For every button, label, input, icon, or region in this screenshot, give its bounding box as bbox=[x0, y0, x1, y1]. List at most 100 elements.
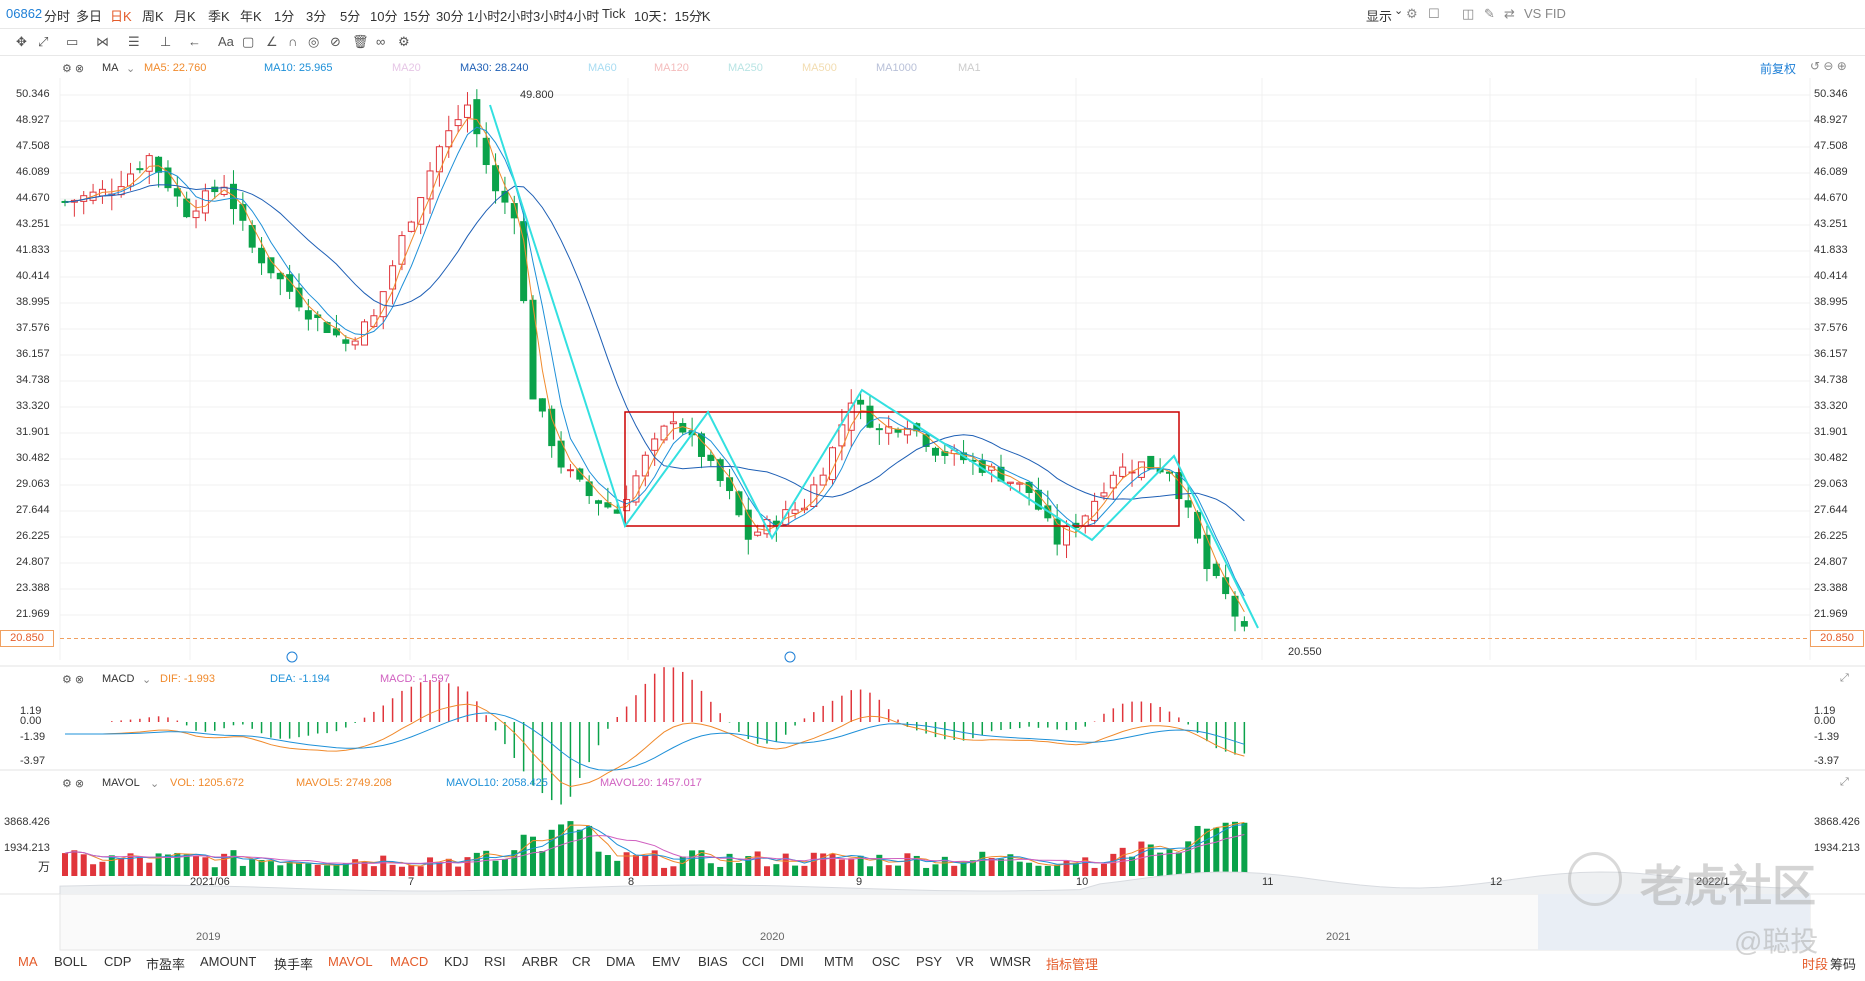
camera-icon[interactable]: ◫ bbox=[1462, 6, 1475, 21]
chart-canvas[interactable] bbox=[0, 56, 1865, 961]
chevron-down-icon[interactable]: ⌄ bbox=[697, 5, 707, 17]
chevron-down-icon[interactable]: ⌄ bbox=[1394, 5, 1404, 17]
macd-panel-settings-icon[interactable]: ⚙ ⊗ bbox=[62, 674, 85, 686]
macd-indicator-label[interactable]: MACD bbox=[102, 673, 135, 685]
text-tool-icon[interactable]: Aa bbox=[218, 34, 234, 49]
tab-boll[interactable]: BOLL bbox=[54, 954, 88, 969]
tab-bias[interactable]: BIAS bbox=[698, 954, 728, 969]
vs-fid-label[interactable]: VS FID bbox=[1524, 6, 1566, 21]
macd-value-label[interactable]: MACD: -1.597 bbox=[380, 673, 450, 685]
pattern-tool-icon[interactable]: ⋈ bbox=[96, 34, 109, 49]
period-tab-30m[interactable]: 30分 bbox=[436, 9, 464, 24]
display-menu[interactable]: 显示 bbox=[1366, 9, 1393, 24]
ma10-label[interactable]: MA10: 25.965 bbox=[264, 62, 333, 74]
period-tab-quarterly[interactable]: 季K bbox=[208, 9, 230, 24]
vol-panel-settings-icon[interactable]: ⚙ ⊗ bbox=[62, 778, 85, 790]
tab-indicator-manage[interactable]: 指标管理 bbox=[1046, 957, 1099, 972]
macd-dif-label[interactable]: DIF: -1.993 bbox=[160, 673, 216, 685]
ruler-icon[interactable]: ∠ bbox=[266, 34, 278, 49]
period-tab-weekly[interactable]: 周K bbox=[142, 9, 164, 24]
period-dropdown[interactable]: 10天：15分K bbox=[634, 9, 711, 24]
eye-icon[interactable]: ◎ bbox=[308, 34, 320, 49]
period-tab-5m[interactable]: 5分 bbox=[340, 9, 361, 24]
pencil-icon[interactable]: ✎ bbox=[1484, 6, 1495, 21]
comment-icon[interactable]: ▢ bbox=[242, 34, 255, 49]
vol-label[interactable]: VOL: 1205.672 bbox=[170, 777, 245, 789]
expand-icon[interactable]: ⤢ bbox=[1840, 776, 1849, 788]
tab-kdj[interactable]: KDJ bbox=[444, 954, 469, 969]
gear-icon[interactable]: ⚙ bbox=[398, 34, 410, 49]
crosshair-icon[interactable]: ✥ bbox=[16, 34, 27, 49]
period-tab-daily[interactable]: 日K bbox=[110, 9, 132, 24]
chevron-down-icon[interactable]: ⌄ bbox=[150, 778, 160, 790]
tab-pe[interactable]: 市盈率 bbox=[146, 957, 186, 972]
compare-icon[interactable]: ⇄ bbox=[1504, 6, 1515, 21]
tab-dma[interactable]: DMA bbox=[606, 954, 635, 969]
magnet-icon[interactable]: ∩ bbox=[288, 34, 298, 49]
line-tool-icon[interactable]: ⤢ bbox=[38, 34, 49, 49]
chevron-down-icon[interactable]: ⌄ bbox=[142, 674, 152, 686]
hide-icon[interactable]: ⊘ bbox=[330, 34, 341, 49]
tab-vr[interactable]: VR bbox=[956, 954, 975, 969]
arrow-tool-icon[interactable]: ← bbox=[188, 34, 201, 49]
expand-icon[interactable]: ⤢ bbox=[1840, 672, 1849, 684]
tab-arbr[interactable]: ARBR bbox=[522, 954, 559, 969]
period-tab-3m[interactable]: 3分 bbox=[306, 9, 327, 24]
tab-cdp[interactable]: CDP bbox=[104, 954, 132, 969]
mavol5-label[interactable]: MAVOL5: 2749.208 bbox=[296, 777, 392, 789]
period-tab-yearly[interactable]: 年K bbox=[240, 9, 262, 24]
tab-mavol[interactable]: MAVOL bbox=[328, 954, 373, 969]
tab-session[interactable]: 时段 bbox=[1802, 957, 1829, 972]
period-tab-multiday[interactable]: 多日 bbox=[76, 9, 103, 24]
mavol10-label[interactable]: MAVOL10: 2058.425 bbox=[446, 777, 548, 789]
tab-ma[interactable]: MA bbox=[18, 954, 38, 969]
period-tab-2h[interactable]: 2小时 bbox=[500, 9, 534, 24]
macd-dea-label[interactable]: DEA: -1.194 bbox=[270, 673, 330, 685]
ma500-label[interactable]: MA500 bbox=[802, 62, 837, 74]
tab-cr[interactable]: CR bbox=[572, 954, 591, 969]
tab-emv[interactable]: EMV bbox=[652, 954, 681, 969]
period-tab-3h[interactable]: 3小时 bbox=[533, 9, 567, 24]
tab-amount[interactable]: AMOUNT bbox=[200, 954, 257, 969]
ma-extra-label[interactable]: MA1 bbox=[958, 62, 981, 74]
ma120-label[interactable]: MA120 bbox=[654, 62, 689, 74]
rect-tool-icon[interactable]: ▭ bbox=[66, 34, 79, 49]
ma-panel-settings-icon[interactable]: ⚙ ⊗ bbox=[62, 63, 85, 75]
period-tab-15m[interactable]: 15分 bbox=[403, 9, 431, 24]
zoom-controls-icon[interactable]: ↺ ⊖ ⊕ bbox=[1810, 59, 1847, 73]
settings-icon[interactable]: ⚙ bbox=[1406, 6, 1418, 21]
ma250-label[interactable]: MA250 bbox=[728, 62, 763, 74]
mavol-indicator-label[interactable]: MAVOL bbox=[102, 777, 140, 789]
tab-chips[interactable]: 筹码 bbox=[1830, 957, 1857, 972]
mavol20-label[interactable]: MAVOL20: 1457.017 bbox=[600, 777, 702, 789]
vertical-line-icon[interactable]: ⊥ bbox=[160, 34, 172, 49]
link-icon[interactable]: ∞ bbox=[376, 34, 386, 49]
period-tab-1h[interactable]: 1小时 bbox=[467, 9, 501, 24]
tab-psy[interactable]: PSY bbox=[916, 954, 943, 969]
period-tab-monthly[interactable]: 月K bbox=[174, 9, 196, 24]
ma60-label[interactable]: MA60 bbox=[588, 62, 617, 74]
period-tab-10m[interactable]: 10分 bbox=[370, 9, 398, 24]
tab-wmsr[interactable]: WMSR bbox=[990, 954, 1032, 969]
chevron-down-icon[interactable]: ⌄ bbox=[126, 63, 136, 75]
tab-turnover[interactable]: 换手率 bbox=[274, 957, 314, 972]
trash-icon[interactable]: 🗑 bbox=[352, 34, 369, 49]
period-tab-intraday[interactable]: 分时 bbox=[44, 9, 71, 24]
tab-macd[interactable]: MACD bbox=[390, 954, 429, 969]
stock-code[interactable]: 06862 bbox=[6, 6, 43, 21]
layout-icon[interactable]: ☐ bbox=[1428, 6, 1440, 21]
fib-tool-icon[interactable]: ☰ bbox=[128, 34, 140, 49]
ma30-label[interactable]: MA30: 28.240 bbox=[460, 62, 529, 74]
tab-osc[interactable]: OSC bbox=[872, 954, 901, 969]
ma5-label[interactable]: MA5: 22.760 bbox=[144, 62, 207, 74]
period-tab-tick[interactable]: Tick bbox=[602, 6, 626, 21]
tab-cci[interactable]: CCI bbox=[742, 954, 765, 969]
ma1000-label[interactable]: MA1000 bbox=[876, 62, 917, 74]
adjust-price-button[interactable]: 前复权 bbox=[1760, 62, 1797, 76]
period-tab-4h[interactable]: 4小时 bbox=[566, 9, 600, 24]
ma20-label[interactable]: MA20 bbox=[392, 62, 421, 74]
tab-rsi[interactable]: RSI bbox=[484, 954, 506, 969]
ma-indicator-label[interactable]: MA bbox=[102, 62, 119, 74]
period-tab-1m[interactable]: 1分 bbox=[274, 9, 295, 24]
tab-dmi[interactable]: DMI bbox=[780, 954, 804, 969]
